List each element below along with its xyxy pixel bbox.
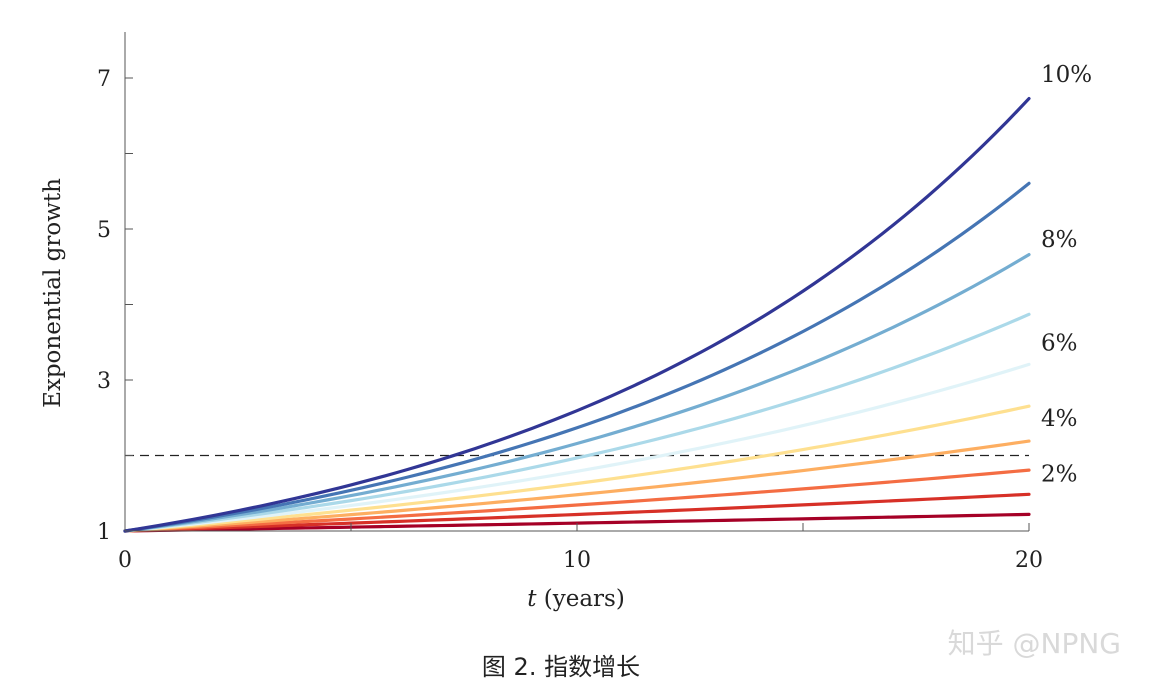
series-line-2pct [123, 492, 1031, 533]
x-axis-label: t (years) [527, 586, 625, 612]
ticks-layer: 0 10 20 1 3 5 7 [97, 67, 1043, 573]
figure-caption: 图 2. 指数增长 [482, 653, 640, 681]
y-tick-label: 7 [97, 67, 111, 92]
x-tick-label: 20 [1015, 548, 1043, 573]
series-line-6pct [123, 362, 1031, 533]
series-line-3pct [123, 468, 1031, 533]
series-line-4pct [123, 439, 1031, 533]
series-end-label: 2% [1041, 462, 1078, 488]
series-line-8pct [123, 253, 1031, 533]
series-end-label: 4% [1041, 406, 1078, 432]
series-layer [123, 96, 1031, 533]
y-axis-label: Exponential growth [40, 178, 66, 408]
series-line-7pct [123, 312, 1031, 533]
x-tick-label: 0 [118, 548, 132, 573]
x-tick-label: 10 [563, 548, 591, 573]
y-tick-label: 1 [97, 520, 111, 545]
watermark: 知乎 @NPNG [948, 627, 1121, 660]
series-end-label: 6% [1041, 330, 1078, 356]
series-end-label: 10% [1041, 62, 1092, 88]
y-tick-label: 3 [97, 369, 111, 394]
series-line-9pct [123, 181, 1031, 533]
end-labels-layer: 10% 8% 6% 4% 2% [1041, 62, 1092, 487]
y-tick-label: 5 [97, 218, 111, 243]
x-axis-label-variable: t [527, 586, 537, 612]
series-line-5pct [123, 404, 1031, 533]
x-axis-label-unit: (years) [536, 586, 624, 612]
series-end-label: 8% [1041, 227, 1078, 253]
series-line-10pct [123, 96, 1031, 533]
